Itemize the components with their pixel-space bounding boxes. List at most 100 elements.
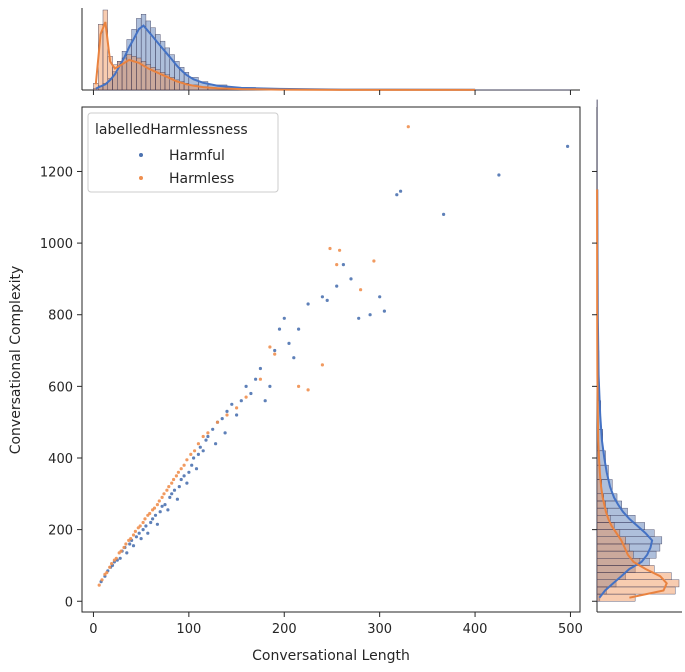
point-harmful	[306, 302, 310, 306]
y-tick-label: 1200	[40, 165, 73, 180]
point-harmless	[172, 477, 176, 482]
point-harmful	[357, 316, 361, 320]
legend-label-harmless: Harmless	[169, 171, 234, 187]
y-tick-label: 800	[48, 309, 73, 324]
point-harmful	[566, 144, 570, 148]
point-harmless	[165, 488, 169, 492]
point-harmful	[320, 295, 324, 299]
point-harmful	[282, 316, 286, 320]
point-harmful	[168, 495, 172, 499]
point-harmful	[201, 449, 205, 453]
point-harmful	[395, 193, 399, 197]
point-harmful	[198, 445, 202, 449]
point-harmful	[292, 356, 296, 360]
x-tick-label: 100	[176, 622, 201, 637]
point-harmless	[268, 345, 272, 349]
point-harmful	[118, 556, 122, 560]
point-harmless	[306, 388, 310, 392]
point-harmless	[114, 556, 118, 560]
point-harmful	[263, 399, 267, 403]
y-tick-label: 200	[48, 524, 73, 539]
x-tick-label: 400	[463, 622, 488, 637]
point-harmless	[143, 517, 147, 521]
point-harmful	[206, 434, 210, 439]
point-harmless	[196, 442, 200, 446]
point-harmful	[194, 467, 199, 471]
point-harmless	[152, 506, 157, 510]
point-harmless	[206, 431, 210, 435]
point-harmful	[297, 327, 301, 331]
point-harmless	[138, 524, 142, 528]
point-harmful	[249, 391, 253, 396]
point-harmful	[223, 431, 227, 435]
point-harmful	[141, 528, 145, 532]
point-harmless	[335, 263, 339, 267]
x-axis-ticks: 0 100 200 300 400 500	[89, 90, 583, 637]
point-harmful	[230, 402, 234, 406]
point-harmful	[170, 492, 174, 496]
point-harmful	[131, 544, 136, 548]
point-harmless	[174, 474, 178, 478]
point-harmless	[185, 458, 189, 462]
legend-title: labelledHarmlessness	[95, 122, 248, 138]
point-harmful	[163, 503, 167, 507]
point-harmful	[287, 341, 291, 345]
marginal-x-panel	[81, 8, 580, 91]
point-harmless	[141, 520, 145, 525]
point-harmful	[153, 513, 158, 517]
x-axis-label: Conversational Length	[252, 648, 410, 664]
point-harmless	[201, 434, 205, 439]
point-harmful	[368, 313, 372, 317]
point-harmless	[170, 481, 174, 485]
legend: labelledHarmlessness Harmful Harmless	[87, 112, 279, 193]
point-harmful	[244, 384, 248, 388]
plot-frame	[81, 106, 581, 613]
point-harmful	[146, 531, 150, 535]
point-harmless	[338, 248, 342, 252]
x-tick-label: 200	[272, 622, 297, 637]
point-harmful	[273, 348, 277, 353]
point-harmful	[192, 456, 196, 460]
point-harmless	[108, 565, 112, 569]
point-harmless	[157, 499, 161, 503]
point-harmful	[220, 417, 224, 421]
point-harmless	[273, 352, 277, 356]
point-harmful	[179, 477, 183, 482]
point-harmful	[335, 284, 339, 288]
point-harmful	[442, 212, 446, 216]
point-harmless	[328, 246, 332, 251]
point-harmful	[137, 531, 141, 535]
point-harmless	[122, 545, 126, 550]
marginal-y-kde-harmful	[596, 189, 654, 599]
point-harmless	[97, 583, 101, 587]
main-plot-area: 0 100 200 300 400 500 0 200 400 600 800 1000 1200 C…	[8, 90, 597, 664]
point-harmless	[124, 542, 128, 546]
point-harmful	[196, 452, 200, 456]
point-harmful	[214, 442, 218, 446]
point-harmless	[162, 492, 166, 496]
scatter-points	[97, 125, 570, 587]
point-harmless	[100, 578, 104, 582]
point-harmless	[297, 384, 301, 388]
point-harmful	[235, 413, 239, 417]
point-harmless	[193, 449, 197, 453]
point-harmless	[359, 288, 363, 292]
point-harmful	[158, 510, 162, 514]
x-tick-label: 300	[367, 622, 392, 637]
point-harmless	[189, 452, 193, 456]
point-harmful	[139, 537, 143, 541]
point-harmless	[148, 511, 152, 516]
point-harmless	[406, 125, 410, 129]
point-harmful	[325, 298, 329, 302]
point-harmful	[144, 524, 148, 528]
point-harmful	[258, 366, 262, 371]
point-harmless	[372, 259, 376, 263]
point-harmful	[160, 504, 164, 508]
point-harmless	[179, 467, 183, 471]
point-harmful	[185, 481, 189, 485]
point-harmful	[399, 189, 403, 193]
point-harmful	[225, 409, 229, 413]
point-harmless	[110, 562, 114, 566]
point-harmful	[182, 474, 186, 478]
